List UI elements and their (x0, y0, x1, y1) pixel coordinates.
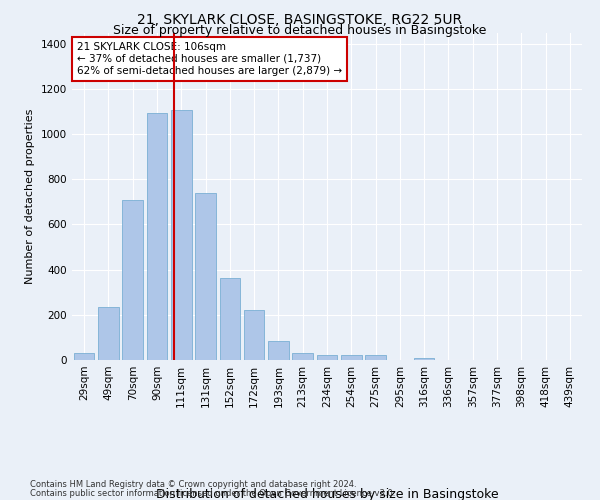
Bar (220, 278, 240, 360)
Bar (244, 310, 265, 360)
Text: Contains HM Land Registry data © Crown copyright and database right 2024.: Contains HM Land Registry data © Crown c… (30, 480, 356, 489)
Bar (268, 341, 289, 360)
Text: 21 SKYLARK CLOSE: 106sqm
← 37% of detached houses are smaller (1,737)
62% of sem: 21 SKYLARK CLOSE: 106sqm ← 37% of detach… (77, 42, 342, 76)
Text: Size of property relative to detached houses in Basingstoke: Size of property relative to detached ho… (113, 24, 487, 37)
Bar (292, 353, 313, 360)
Bar (74, 353, 94, 360)
Bar (414, 358, 434, 360)
Bar (195, 193, 216, 360)
Bar (171, 110, 191, 360)
X-axis label: Distribution of detached houses by size in Basingstoke: Distribution of detached houses by size … (155, 488, 499, 500)
Bar (317, 355, 337, 360)
Text: Contains public sector information licensed under the Open Government Licence v3: Contains public sector information licen… (30, 489, 395, 498)
Bar (146, 112, 167, 360)
Bar (98, 307, 119, 360)
Bar (365, 356, 386, 360)
Y-axis label: Number of detached properties: Number of detached properties (25, 108, 35, 284)
Bar (341, 355, 362, 360)
Bar (122, 200, 143, 360)
Text: 21, SKYLARK CLOSE, BASINGSTOKE, RG22 5UR: 21, SKYLARK CLOSE, BASINGSTOKE, RG22 5UR (137, 12, 463, 26)
